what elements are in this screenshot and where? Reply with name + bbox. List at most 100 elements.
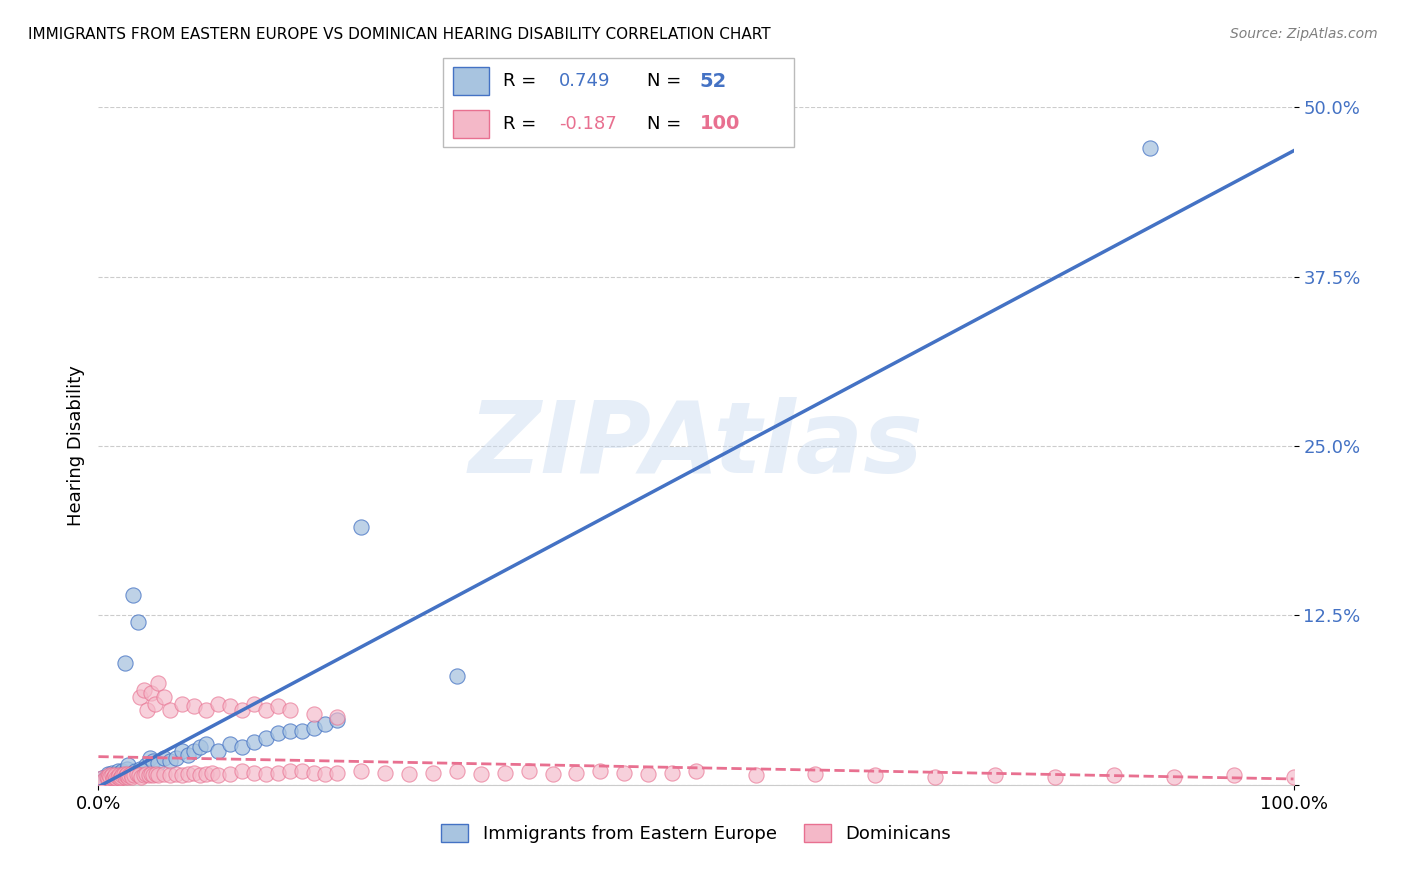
Point [107,764,129,779]
Point [326,710,349,724]
Point [110,767,132,781]
Point [1139,141,1161,155]
Point [105,770,128,784]
Point [128,768,150,782]
Point [195,737,218,751]
Point [172,768,194,782]
Point [112,767,135,781]
Point [148,676,170,690]
Point [94,770,117,784]
Point [745,768,768,782]
Point [984,768,1007,782]
Point [278,723,301,738]
Point [135,767,157,781]
Point [177,767,200,781]
Point [153,751,176,765]
Point [97,767,120,781]
Y-axis label: Hearing Disability: Hearing Disability [66,366,84,526]
Point [93,772,115,787]
Point [470,767,492,781]
Point [125,767,148,781]
Point [129,762,152,776]
Point [188,739,211,754]
Text: R =: R = [503,72,541,90]
Point [207,697,229,711]
Point [494,765,516,780]
Point [315,767,337,781]
Point [865,768,887,782]
Point [122,588,145,602]
Point [131,770,153,784]
Point [254,731,277,745]
Point [267,765,290,780]
Point [107,770,129,784]
Point [159,703,181,717]
Point [118,768,141,782]
Point [446,669,468,683]
Point [138,768,160,782]
Text: Source: ZipAtlas.com: Source: ZipAtlas.com [1230,27,1378,41]
Point [117,770,139,784]
Point [108,771,131,785]
Point [96,770,118,784]
Point [254,703,277,717]
Point [231,703,253,717]
Point [685,764,707,779]
Point [517,764,540,779]
Point [291,723,314,738]
FancyBboxPatch shape [453,67,489,95]
Point [183,699,205,714]
Point [97,771,120,785]
Point [145,767,167,781]
Point [172,744,194,758]
Point [350,764,373,779]
Point [231,764,253,779]
Point [117,757,139,772]
Point [326,713,349,727]
Point [143,697,166,711]
Point [135,757,157,772]
Point [207,744,229,758]
Point [139,686,162,700]
Text: ZIPAtlas: ZIPAtlas [468,398,924,494]
Point [315,717,337,731]
Point [541,767,564,781]
Text: -0.187: -0.187 [560,115,617,133]
Point [136,703,159,717]
Point [219,767,242,781]
Point [121,770,143,784]
Point [91,771,114,785]
Point [661,765,683,780]
Point [219,699,242,714]
Point [148,768,170,782]
Point [804,767,827,781]
Point [159,754,181,768]
Point [267,726,290,740]
Point [124,764,146,779]
Point [589,764,612,779]
Text: 100: 100 [699,114,740,134]
Point [195,703,218,717]
Point [278,764,301,779]
Point [422,765,444,780]
Point [350,520,373,534]
Point [129,690,152,704]
Point [98,770,122,784]
Point [110,770,132,784]
Point [302,707,325,722]
Point [115,767,138,781]
Point [183,765,205,780]
Point [114,656,136,670]
Point [207,768,229,782]
Point [91,771,114,785]
Text: R =: R = [503,115,541,133]
Point [243,697,266,711]
Point [142,768,165,782]
Point [195,767,218,781]
Point [98,768,121,782]
Point [132,683,155,698]
Point [243,734,266,748]
Point [398,767,420,781]
Point [120,767,142,781]
Point [188,768,211,782]
